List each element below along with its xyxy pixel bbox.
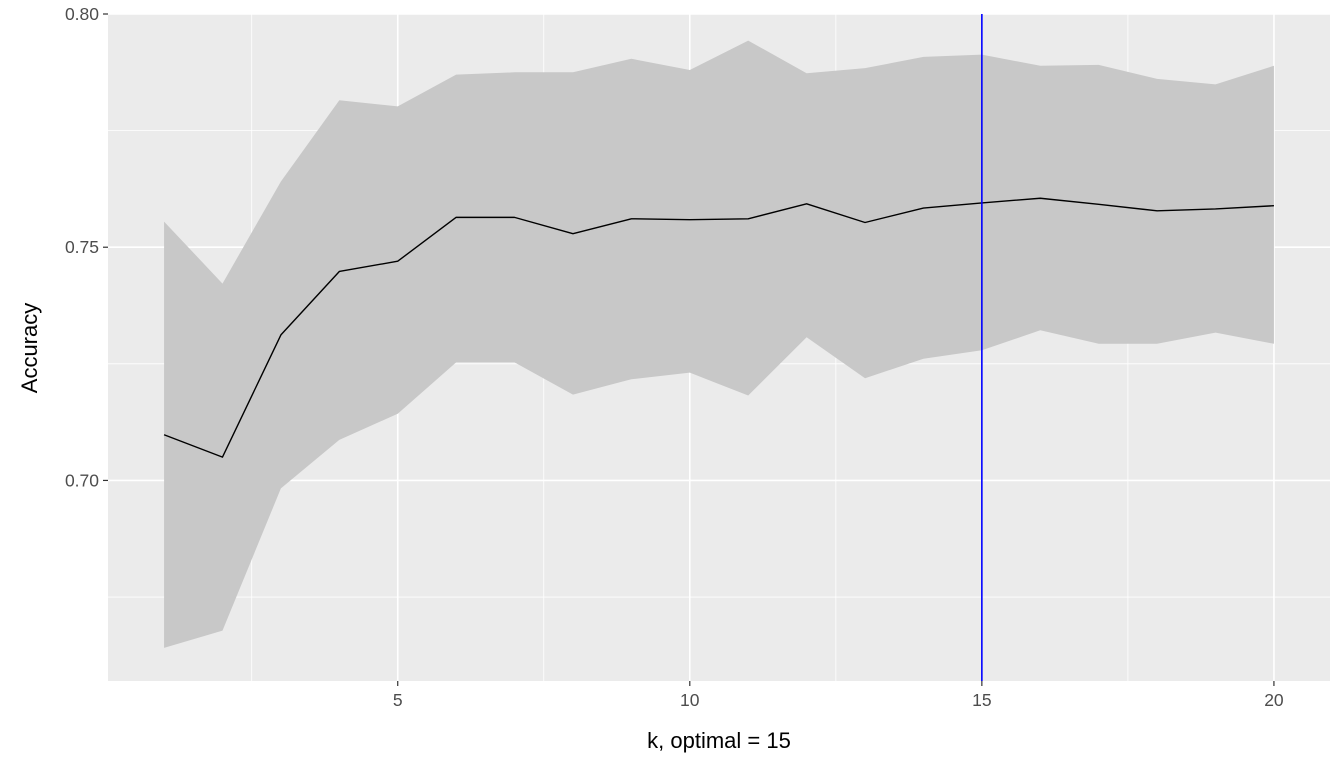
confidence-ribbon (164, 40, 1274, 648)
y-tick-label: 0.70 (65, 470, 99, 490)
x-tick-label: 20 (1264, 690, 1284, 710)
y-tick-label: 0.75 (65, 237, 99, 257)
accuracy-series-line (163, 197, 1274, 458)
x-axis-title: k, optimal = 15 (647, 728, 791, 753)
accuracy-line (163, 197, 1274, 458)
x-tick-label: 15 (972, 690, 991, 710)
x-tick-label: 5 (393, 690, 403, 710)
y-tick-label: 0.80 (65, 4, 99, 24)
ribbon-area (164, 40, 1274, 648)
axes: 5 10 15 20 0.70 0.75 0.80 (65, 4, 1284, 710)
y-axis-title: Accuracy (17, 303, 42, 393)
x-tick-label: 10 (680, 690, 700, 710)
